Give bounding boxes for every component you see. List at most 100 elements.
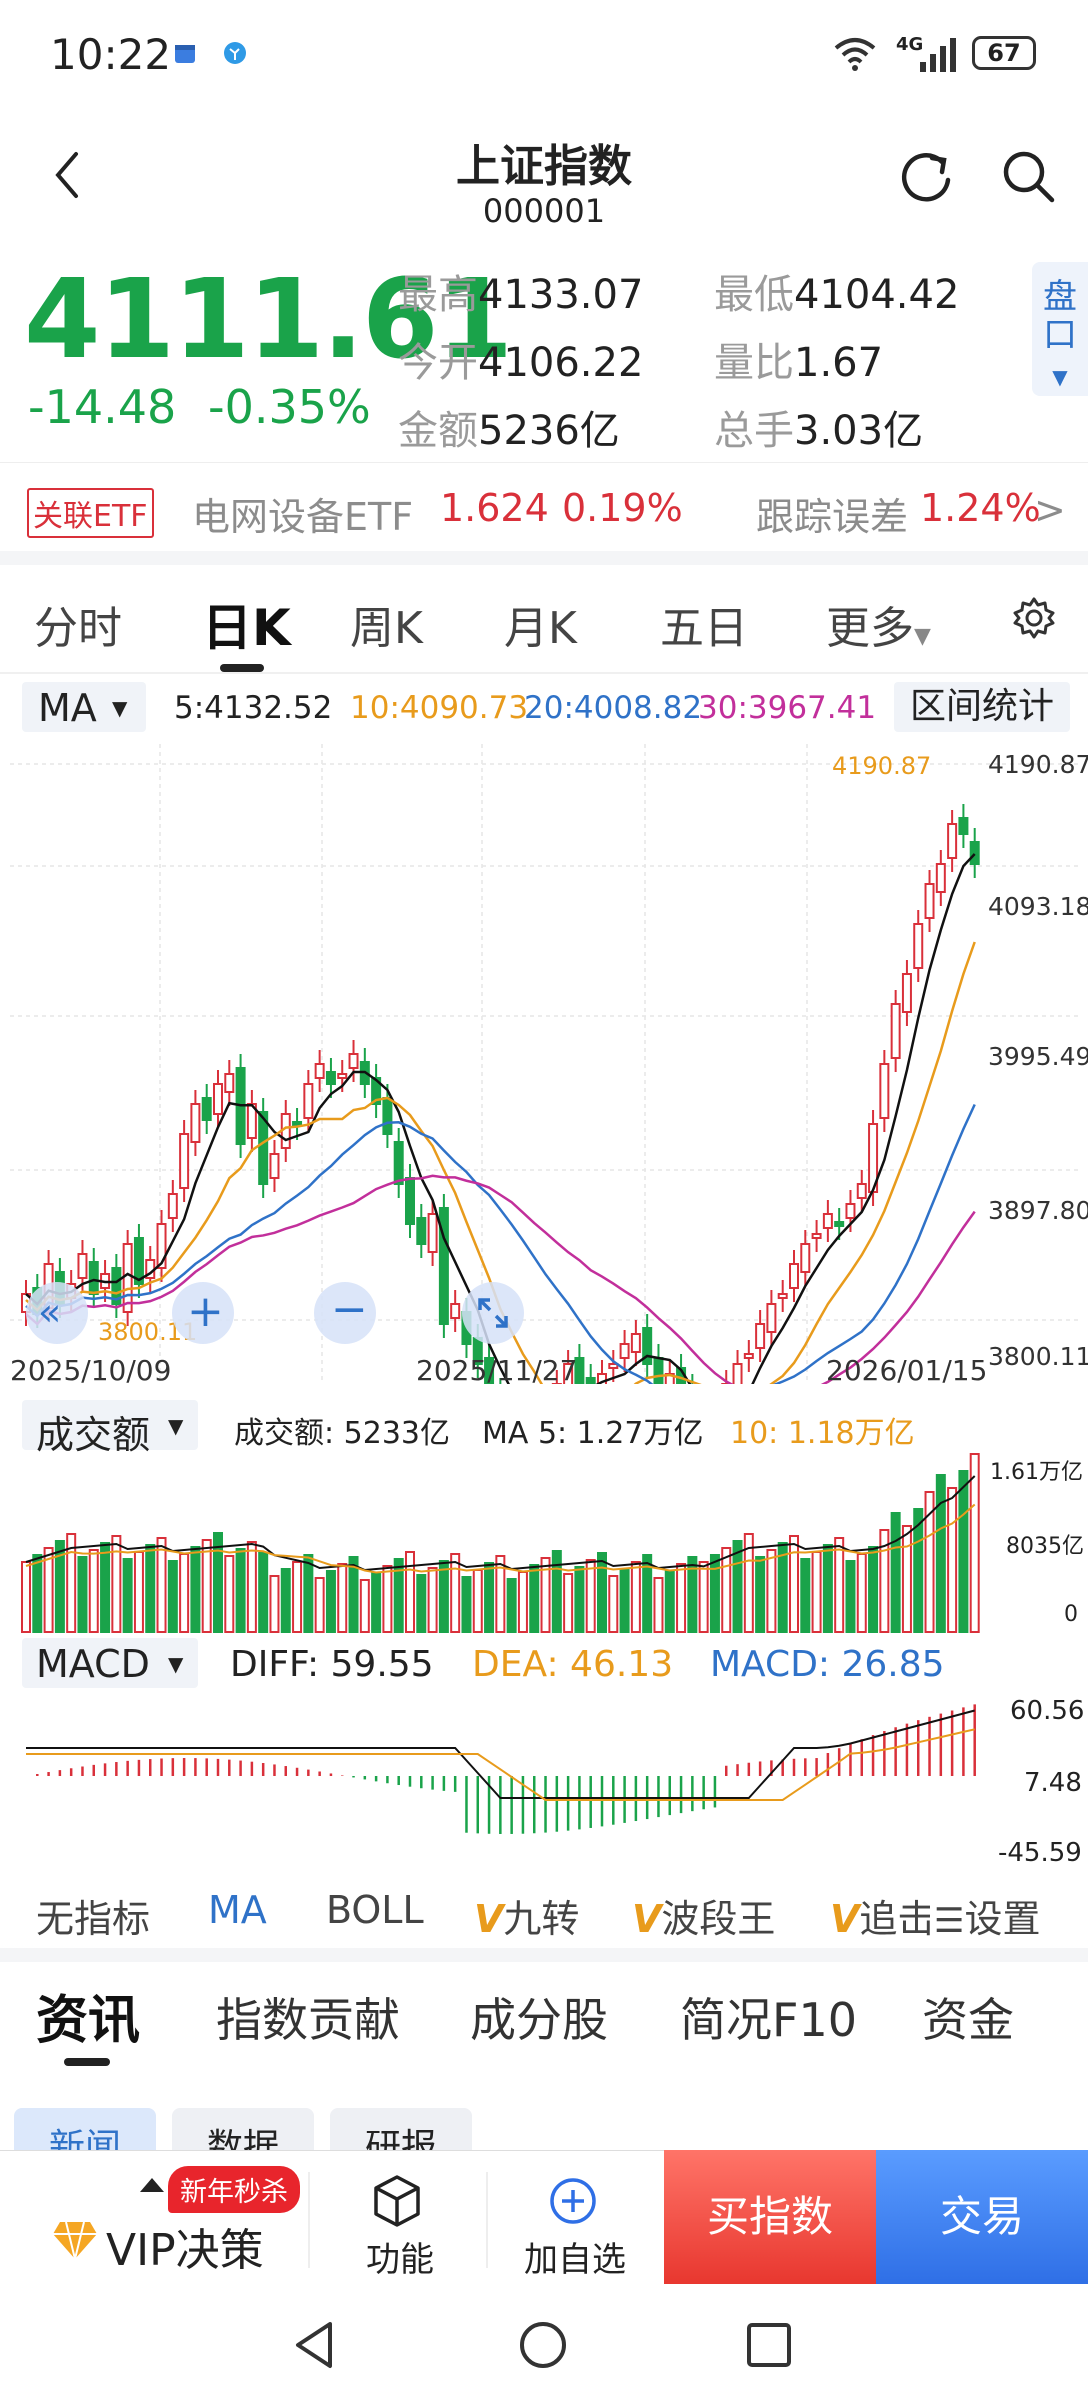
nav-recents-icon[interactable] xyxy=(746,2322,792,2368)
candle-body xyxy=(156,1223,167,1269)
candle-body xyxy=(800,1243,811,1273)
tab-constituents[interactable]: 成分股 xyxy=(470,1993,608,2047)
battery-indicator: 67 xyxy=(972,36,1036,70)
volume-bar xyxy=(698,1561,709,1633)
tab-profile-f10[interactable]: 简况F10 xyxy=(680,1993,857,2047)
add-watchlist-button[interactable]: 加自选 xyxy=(524,2240,626,2280)
vip-decision-button[interactable]: VIP决策 xyxy=(106,2225,264,2276)
caret-down-icon: ▼ xyxy=(112,696,128,720)
volume-bar xyxy=(156,1537,167,1633)
fullscreen-button[interactable] xyxy=(462,1282,524,1344)
cube-icon[interactable] xyxy=(372,2174,422,2228)
volume-bar xyxy=(77,1556,88,1633)
back-icon[interactable] xyxy=(52,150,82,200)
subtab-research[interactable]: 研报 xyxy=(330,2108,472,2168)
candle-body xyxy=(179,1133,190,1189)
ma-selector[interactable]: MA ▼ xyxy=(22,682,146,732)
plus-icon: + xyxy=(187,1286,224,1337)
trade-button[interactable]: 交易 xyxy=(876,2150,1088,2284)
search-icon[interactable] xyxy=(1000,148,1056,204)
subtab-news[interactable]: 新闻 xyxy=(14,2108,156,2168)
volume-bar xyxy=(619,1568,630,1633)
tab-monthly-k[interactable]: 月K xyxy=(504,603,577,654)
indicator-none[interactable]: 无指标 xyxy=(36,1897,151,1941)
tab-funds[interactable]: 资金 xyxy=(922,1993,1014,2047)
candle-body xyxy=(743,1353,754,1359)
candle-body xyxy=(766,1303,777,1333)
refresh-icon[interactable] xyxy=(896,146,956,206)
candle-body xyxy=(213,1083,223,1115)
candle-body xyxy=(845,1203,856,1219)
gear-icon[interactable] xyxy=(1012,596,1056,640)
volume-bar xyxy=(608,1575,619,1633)
candle-body xyxy=(619,1343,630,1359)
nav-back-icon[interactable] xyxy=(292,2320,336,2370)
y-axis-label-1: 4190.87 xyxy=(988,750,1088,779)
volume-bar xyxy=(529,1564,540,1633)
candle-body xyxy=(314,1063,325,1079)
candle-body xyxy=(969,841,980,865)
volume-ma10-line xyxy=(25,1503,976,1574)
macd-selector[interactable]: MACD ▼ xyxy=(22,1638,198,1688)
volume-bar xyxy=(427,1567,438,1633)
candle-body xyxy=(393,1141,404,1185)
volume-bar xyxy=(179,1553,190,1633)
tab-five-day[interactable]: 五日 xyxy=(660,603,748,654)
candle-body xyxy=(856,1183,867,1199)
volume-indicator-selector[interactable]: 成交额 ▼ xyxy=(22,1400,198,1457)
minus-icon: − xyxy=(331,1284,368,1335)
v-badge-icon: V xyxy=(474,1897,504,1941)
pankou-button[interactable]: 盘口 ▼ xyxy=(1032,262,1088,396)
candle-body xyxy=(190,1103,201,1143)
volume-bar xyxy=(258,1552,269,1633)
candlestick-chart[interactable] xyxy=(10,744,1078,1384)
subtab-data[interactable]: 数据 xyxy=(172,2108,314,2168)
indicator-boll[interactable]: BOLL xyxy=(326,1888,424,1932)
volume-bar xyxy=(958,1470,969,1633)
volume-bar xyxy=(111,1535,122,1633)
volume-bar xyxy=(653,1577,664,1633)
candle-body xyxy=(382,1097,393,1135)
indicator-settings-button[interactable]: ☰设置 xyxy=(934,1888,1041,1943)
chevron-right-icon[interactable]: > xyxy=(1034,488,1066,532)
tab-more[interactable]: 更多▼ xyxy=(826,603,931,654)
status-bar: 10:22 4G 67 xyxy=(0,0,1088,110)
volume-bar xyxy=(280,1568,291,1633)
candle-body xyxy=(325,1071,336,1085)
candle-body xyxy=(901,973,912,1013)
tab-intraday[interactable]: 分时 xyxy=(34,603,122,654)
candle-body xyxy=(574,1357,585,1384)
tab-daily-k[interactable]: 日K xyxy=(202,599,291,657)
indicator-jiuzhuan[interactable]: V九转 xyxy=(474,1897,580,1941)
candle-body xyxy=(111,1267,122,1305)
volume-bar xyxy=(337,1563,348,1633)
indicator-ma[interactable]: MA xyxy=(208,1888,267,1932)
stat-amount: 金额5236亿 xyxy=(398,408,620,454)
volume-bar xyxy=(348,1556,359,1633)
tab-weekly-k[interactable]: 周K xyxy=(350,603,423,654)
candle-body xyxy=(371,1077,382,1105)
zoom-out-button[interactable]: − xyxy=(314,1282,376,1344)
volume-bar xyxy=(66,1533,77,1633)
volume-bar xyxy=(913,1508,924,1633)
related-etf-row[interactable] xyxy=(0,462,1088,565)
candle-body xyxy=(484,1357,495,1384)
indicator-zhuiji[interactable]: V追击 xyxy=(830,1897,930,1941)
price-change-pct: -0.35% xyxy=(208,380,371,434)
volume-bar xyxy=(21,1561,31,1633)
add-circle-icon[interactable] xyxy=(548,2176,598,2226)
volume-bar xyxy=(800,1558,811,1633)
buy-index-button[interactable]: 买指数 xyxy=(664,2150,876,2284)
tab-news[interactable]: 资讯 xyxy=(36,1991,141,2051)
indicator-boduanwang[interactable]: V波段王 xyxy=(632,1897,776,1941)
x-axis-label-3: 2026/01/15 xyxy=(826,1354,988,1387)
candle-body xyxy=(642,1327,653,1365)
zoom-in-button[interactable]: + xyxy=(172,1282,234,1344)
scroll-left-button[interactable]: « xyxy=(26,1282,88,1344)
range-stats-button[interactable]: 区间统计 xyxy=(894,682,1070,732)
volume-bar xyxy=(664,1570,675,1633)
function-button[interactable]: 功能 xyxy=(366,2240,434,2280)
volume-bar xyxy=(314,1577,325,1633)
tab-index-contribution[interactable]: 指数贡献 xyxy=(216,1993,400,2047)
nav-home-icon[interactable] xyxy=(518,2320,568,2370)
